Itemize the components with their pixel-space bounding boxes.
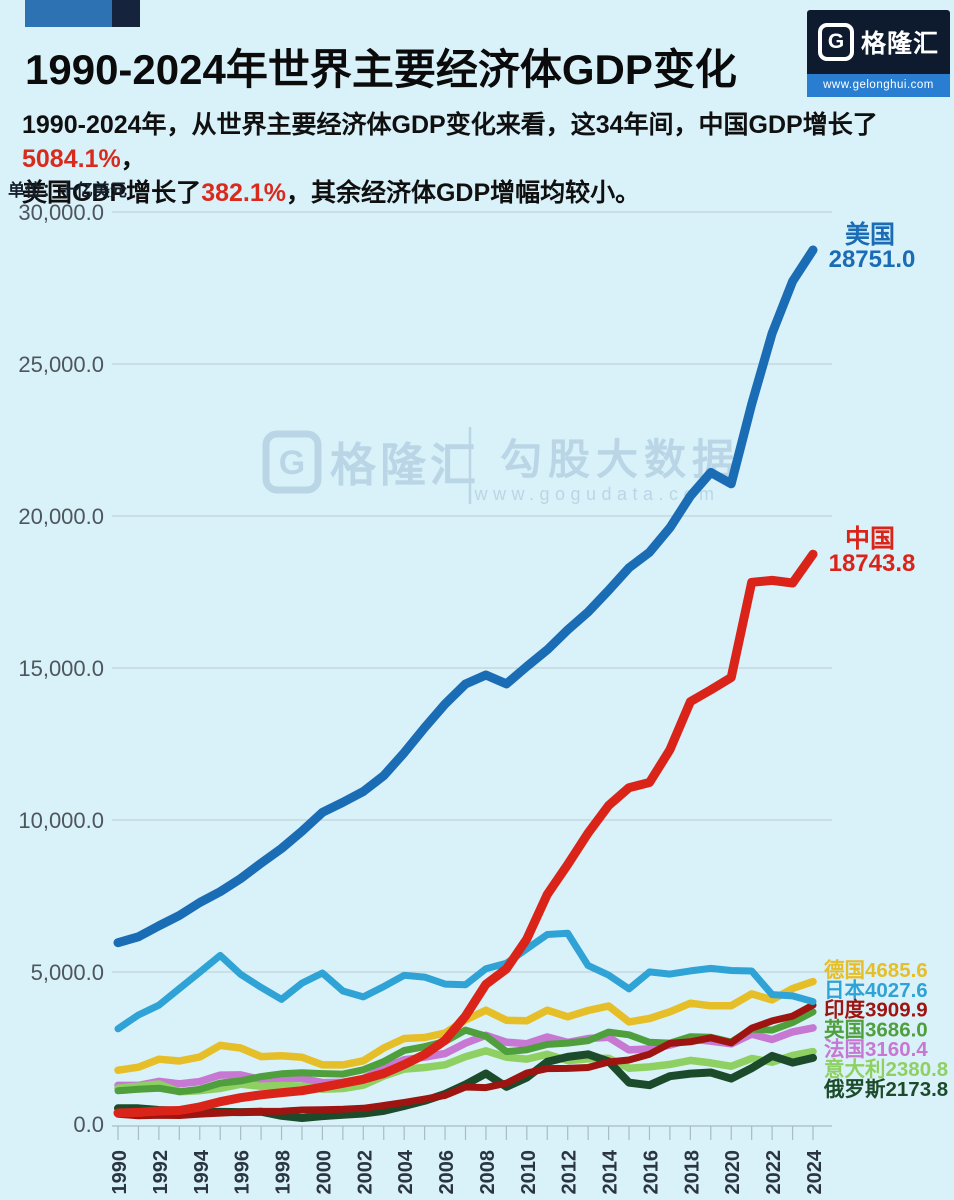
- logo-top-row: G 格隆汇: [807, 10, 950, 74]
- unit-label: 单位：十亿美元: [8, 181, 127, 200]
- series-end-label-india: 印度3909.9: [824, 998, 928, 1022]
- watermark-g-icon: [262, 430, 322, 494]
- y-axis-tick-label: 10,000.0: [18, 808, 104, 833]
- series-end-label-uk: 英国3686.0: [824, 1017, 928, 1041]
- callout-value-china: 18743.8: [829, 550, 916, 577]
- subtitle-text: ，: [120, 145, 146, 173]
- y-axis-tick-label: 15,000.0: [18, 656, 104, 681]
- x-axis-tick-label: 2020: [722, 1150, 744, 1195]
- gelonghui-logo: G 格隆汇 www.gelonghui.com: [807, 10, 950, 97]
- gelonghui-g-icon: G: [817, 23, 854, 61]
- logo-brand-text: 格隆汇: [860, 30, 939, 58]
- subtitle-text: 美国GDP增长了: [22, 179, 202, 207]
- watermark-g-letter: G: [279, 444, 305, 482]
- series-end-label-russia: 俄罗斯2173.8: [823, 1077, 948, 1101]
- x-axis-tick-label: 1990: [109, 1150, 131, 1195]
- y-axis-tick-label: 30,000.0: [18, 200, 104, 225]
- series-line-china: [113, 549, 818, 1118]
- x-axis-tick-label: 1992: [150, 1150, 172, 1195]
- x-axis-tick-label: 2012: [559, 1150, 581, 1195]
- series-end-label-germany: 德国4685.6: [824, 958, 928, 982]
- callout-name-china: 中国: [845, 525, 895, 553]
- decor-bar-blue: [25, 0, 112, 27]
- series-end-label-italy: 意大利2380.8: [824, 1057, 948, 1081]
- series-line-uk: [114, 1008, 817, 1096]
- x-axis-tick-label: 2008: [477, 1150, 499, 1195]
- page-title: 1990-2024年世界主要经济体GDP变化: [25, 46, 737, 93]
- callout-value-usa: 28751.0: [829, 246, 916, 273]
- subtitle-highlight: 5084.1%: [22, 145, 121, 173]
- x-axis-tick-label: 2004: [395, 1149, 417, 1194]
- subtitle-text: ，其余经济体GDP增幅均较小。: [285, 179, 641, 207]
- watermark-brand: 格隆汇: [330, 439, 480, 491]
- x-axis-tick-label: 2018: [681, 1150, 703, 1195]
- series-line-usa: [113, 245, 818, 948]
- x-axis-tick-label: 2024: [804, 1149, 826, 1194]
- x-axis-tick-label: 1994: [191, 1149, 213, 1194]
- series-line-italy: [114, 1047, 817, 1096]
- subtitle: 1990-2024年，从世界主要经济体GDP变化来看，这34年间，中国GDP增长…: [22, 108, 937, 210]
- subtitle-highlight: 382.1%: [201, 179, 286, 207]
- y-axis-tick-label: 20,000.0: [18, 504, 104, 529]
- x-axis-tick-label: 2000: [313, 1150, 335, 1195]
- y-axis-tick-label: 25,000.0: [18, 352, 104, 377]
- logo-site-url: www.gelonghui.com: [807, 74, 950, 97]
- x-axis-tick-label: 2002: [354, 1150, 376, 1195]
- series-line-japan: [114, 929, 817, 1033]
- watermark-product: 勾股大数据: [500, 436, 740, 483]
- x-axis-tick-label: 1998: [273, 1150, 295, 1195]
- y-axis-tick-label: 0.0: [73, 1112, 104, 1137]
- x-axis-tick-label: 2022: [763, 1150, 785, 1195]
- x-axis-tick-label: 2010: [518, 1150, 540, 1195]
- series-line-india: [114, 1001, 817, 1120]
- x-axis-tick-label: 2016: [640, 1150, 662, 1195]
- subtitle-text: 1990-2024年，从世界主要经济体GDP变化来看，这34年间，中国GDP增长…: [22, 111, 878, 139]
- x-axis-tick-label: 1996: [232, 1150, 254, 1195]
- series-end-label-france: 法国3160.4: [824, 1037, 928, 1061]
- series-end-label-japan: 日本4027.6: [824, 979, 928, 1002]
- x-axis-tick-label: 2014: [600, 1149, 622, 1194]
- x-axis-tick-label: 2006: [436, 1150, 458, 1195]
- y-axis-tick-label: 5,000.0: [31, 960, 104, 985]
- callout-name-usa: 美国: [845, 220, 895, 249]
- decor-bar-navy: [112, 0, 140, 27]
- watermark-site: www.gogudata.com: [473, 484, 719, 504]
